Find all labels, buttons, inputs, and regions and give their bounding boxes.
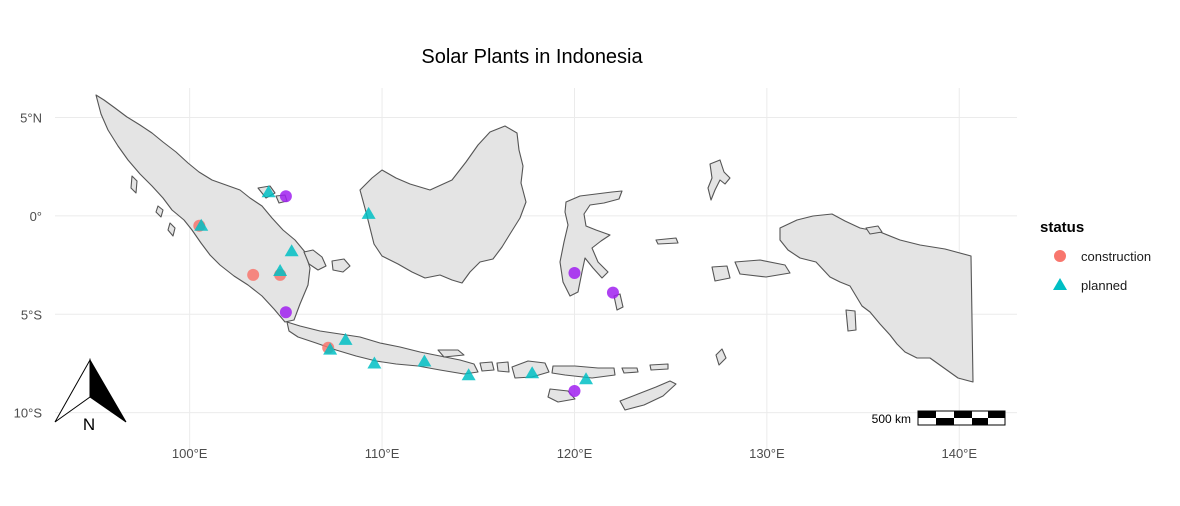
y-tick-label: 10°S [14,406,43,421]
x-tick-label: 130°E [749,446,785,461]
sula-islands [655,237,679,245]
aru-islands [845,309,857,332]
indonesia-landmass [95,94,974,411]
seram-island [734,259,791,278]
flores-island [551,365,616,379]
y-tick-label: 5°N [20,111,42,126]
legend-label-construction: construction [1081,249,1151,264]
x-axis-ticks: 100°E 110°E 120°E 130°E 140°E [172,446,977,461]
north-arrow: N [54,358,127,434]
bangka-island [303,249,327,271]
biak-island [865,225,883,235]
alor-wetar-islands [621,363,669,374]
plant-point-series-2-2 [568,266,581,279]
plant-point-planned-5 [323,342,338,355]
timor-island [619,380,677,411]
y-tick-label: 5°S [21,307,42,322]
legend-label-planned: planned [1081,278,1127,293]
plant-point-planned-9 [461,368,476,381]
plant-point-series-2-0 [279,190,292,203]
belitung-island [331,258,351,273]
legend-key-planned [1053,278,1067,290]
legend-key-construction [1054,250,1066,262]
kalimantan-island [359,125,527,284]
x-tick-label: 120°E [557,446,593,461]
x-tick-label: 140°E [941,446,977,461]
plant-points [193,185,619,398]
chart-title: Solar Plants in Indonesia [421,46,643,68]
plant-point-planned-8 [417,354,432,367]
plant-point-planned-2 [273,263,288,276]
plant-point-series-2-4 [568,385,581,398]
mentawai-islands [155,205,176,237]
plant-point-construction-1 [247,268,260,281]
plant-point-planned-7 [367,356,382,369]
plant-point-planned-1 [261,185,276,198]
nias-island [130,175,138,194]
plant-point-planned-3 [284,244,299,257]
tanimbar-islands [715,348,727,366]
plant-point-planned-0 [194,218,209,231]
plant-point-planned-6 [338,332,353,345]
x-tick-label: 110°E [365,446,400,461]
scale-bar: 500 km [872,410,1006,426]
scale-bar-label: 500 km [872,412,911,426]
papua-island [779,213,974,383]
plant-point-planned-4 [361,206,376,219]
y-tick-label: 0° [30,209,42,224]
y-axis-ticks: 5°N 0° 5°S 10°S [14,111,43,421]
legend: status construction planned [1040,219,1151,293]
halmahera-island [707,159,731,201]
plant-point-series-2-1 [279,306,292,319]
legend-title: status [1040,219,1084,236]
plant-point-planned-11 [579,372,594,385]
madura-island [437,349,465,358]
lombok-island [496,361,510,373]
sumba-island [547,388,576,403]
north-arrow-label: N [83,415,95,434]
sumatra-island [95,94,311,323]
sulawesi-island [559,190,623,297]
bali-island [479,361,495,372]
x-tick-label: 100°E [172,446,208,461]
plant-point-series-2-3 [606,286,619,299]
plant-point-planned-10 [525,366,540,379]
buru-island [711,265,731,282]
